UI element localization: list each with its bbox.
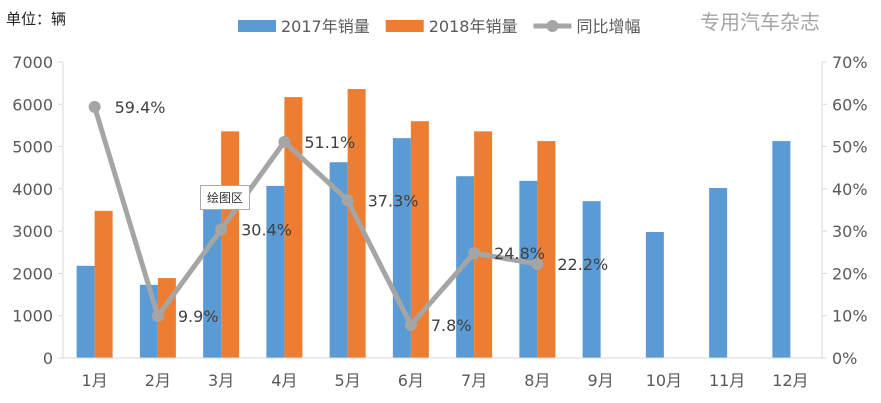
bar-2017 xyxy=(329,162,348,358)
x-tick-label: 4月 xyxy=(271,371,297,390)
x-tick-label: 11月 xyxy=(709,371,745,390)
x-tick-label: 7月 xyxy=(461,371,487,390)
bar-2018 xyxy=(284,97,303,359)
left-tick-label: 6000 xyxy=(12,95,53,114)
left-tick-label: 0 xyxy=(43,349,53,368)
growth-line xyxy=(92,106,538,330)
x-tick-label: 10月 xyxy=(646,371,682,390)
bar-2017 xyxy=(519,180,538,358)
legend-swatch xyxy=(238,20,276,32)
growth-point xyxy=(151,310,164,323)
right-tick-label: 20% xyxy=(832,264,868,283)
right-tick-label: 40% xyxy=(832,180,868,199)
left-tick-label: 7000 xyxy=(12,53,53,72)
bar-2018 xyxy=(537,141,556,358)
left-tick-label: 2000 xyxy=(12,264,53,283)
left-tick-label: 4000 xyxy=(12,180,53,199)
bar-2018 xyxy=(221,131,240,358)
growth-point xyxy=(215,223,228,236)
bar-2017 xyxy=(709,188,728,358)
x-tick-label: 1月 xyxy=(82,371,108,390)
data-label: 22.2% xyxy=(557,255,608,274)
watermark: 专用汽车杂志 xyxy=(700,10,820,34)
right-tick-label: 0% xyxy=(832,349,857,368)
bar-2017 xyxy=(772,141,791,358)
legend-label: 同比增幅 xyxy=(576,17,640,36)
left-tick-label: 1000 xyxy=(12,307,53,326)
data-label: 30.4% xyxy=(241,220,292,239)
plot-area-tooltip: 绘图区 xyxy=(200,185,251,210)
data-label: 24.8% xyxy=(494,244,545,263)
x-tick-label: 9月 xyxy=(588,371,614,390)
growth-point xyxy=(468,247,481,260)
x-tick-label: 5月 xyxy=(335,371,361,390)
legend-marker xyxy=(546,20,559,32)
bar-2017 xyxy=(582,201,601,358)
legend-label: 2018年销量 xyxy=(429,17,518,36)
bar-2017 xyxy=(266,185,285,358)
growth-point xyxy=(404,319,417,332)
data-label: 51.1% xyxy=(304,133,355,152)
left-tick-label: 5000 xyxy=(12,138,53,157)
right-tick-label: 30% xyxy=(832,222,868,241)
right-tick-label: 50% xyxy=(832,138,868,157)
data-label: 9.9% xyxy=(178,307,219,326)
growth-point xyxy=(341,194,354,207)
growth-point xyxy=(531,258,544,271)
bar-2017 xyxy=(645,231,664,358)
x-tick-label: 3月 xyxy=(208,371,234,390)
data-label: 7.8% xyxy=(431,316,472,335)
bar-2017 xyxy=(76,265,95,358)
legend-label: 2017年销量 xyxy=(281,17,370,36)
x-tick-label: 2月 xyxy=(145,371,171,390)
data-label: 37.3% xyxy=(368,191,419,210)
right-tick-label: 70% xyxy=(832,53,868,72)
x-tick-label: 12月 xyxy=(772,371,808,390)
unit-label: 单位：辆 xyxy=(6,10,67,28)
data-label: 59.4% xyxy=(115,98,166,117)
legend-swatch xyxy=(385,20,424,32)
bar-2018 xyxy=(474,131,493,358)
left-tick-label: 3000 xyxy=(12,222,53,241)
growth-point xyxy=(278,135,291,148)
right-tick-label: 10% xyxy=(832,307,868,326)
bar-2018 xyxy=(94,210,113,358)
bar-2018 xyxy=(410,121,429,358)
growth-point xyxy=(88,100,101,113)
right-tick-label: 60% xyxy=(832,95,868,114)
x-tick-label: 8月 xyxy=(524,371,550,390)
x-tick-label: 6月 xyxy=(398,371,424,390)
